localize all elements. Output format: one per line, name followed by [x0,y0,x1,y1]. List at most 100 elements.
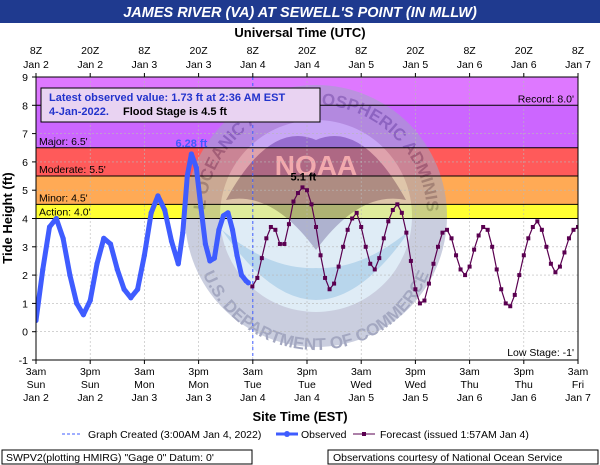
forecast-point [562,250,567,255]
forecast-point [435,244,440,249]
zone-label-record: Record: 8.0' [518,93,574,105]
observed-point [87,297,93,304]
forecast-point [277,241,282,246]
zone-label-major: Major: 6.5' [39,136,88,148]
watermark-wave-icon [222,230,410,300]
forecast-point [426,281,431,286]
bottom-tick-time: 3pm [514,366,535,378]
forecast-point [345,227,350,232]
observed-point [114,266,120,273]
bottom-tick-day: Sun [81,379,100,391]
forecast-point [264,236,269,241]
forecast-point [503,301,508,306]
bottom-tick-day: Wed [405,379,427,391]
bottom-tick-date: Jan 5 [403,392,429,404]
bottom-tick-time: 3am [243,366,264,378]
observed-point [101,235,107,241]
forecast-point [526,236,531,241]
forecast-point [314,224,319,229]
forecast-point [377,256,382,261]
forecast-point [499,287,504,292]
bottom-tick-date: Jan 7 [565,392,591,404]
observed-point [202,241,208,247]
forecast-point [458,267,463,272]
y-tick-label: 6 [22,157,28,169]
forecast-point [372,267,377,272]
bottom-tick-date: Jan 6 [511,392,537,404]
bottom-tick-day: Wed [350,379,372,391]
zone-label-action: Action: 4.0' [39,207,91,219]
bottom-tick-day: Mon [134,379,155,391]
bottom-tick-date: Jan 5 [348,392,374,404]
bottom-tick-time: 3pm [297,366,318,378]
forecast-point [517,273,522,278]
forecast-point [390,208,395,213]
bottom-tick-time: 3am [134,366,155,378]
bottom-tick-day: Thu [461,379,479,391]
observed-point [216,227,222,233]
observed-point [94,261,100,267]
bottom-tick-date: Jan 3 [132,392,158,404]
bottom-tick-date: Jan 4 [240,392,266,404]
bottom-tick-day: Tue [244,379,262,391]
footer-right-box [327,449,599,465]
top-tick-time: 8Z [138,45,151,57]
top-tick-time: 20Z [81,45,100,57]
observed-point [155,193,161,199]
forecast-point [431,261,436,266]
observed-point [67,272,73,278]
top-tick-date: Jan 6 [511,59,537,71]
top-tick-time: 20Z [298,45,317,57]
legend-forecast-marker [362,432,366,436]
top-tick-date: Jan 3 [186,59,212,71]
bottom-tick-date: Jan 4 [294,392,320,404]
observed-point [168,238,175,244]
forecast-point [255,275,260,280]
forecast-point [295,191,300,196]
forecast-point [571,227,576,232]
top-tick-time: 20Z [190,45,209,57]
peak-labels: 6.28 ft 5.1 ft [175,138,316,183]
y-tick-label: -1 [19,355,28,367]
forecast-point [336,264,341,269]
forecast-point [476,233,481,238]
forecast-point [467,264,472,269]
peak-label-observed: 6.28 ft [175,138,207,150]
forecast-point [309,202,314,207]
forecast-point [440,230,445,235]
y-axis-ticks: -1 0 1 2 3 4 5 6 7 8 9 [19,72,36,367]
forecast-point [566,236,571,241]
observed-point [180,230,186,236]
observed-point [141,252,147,258]
forecast-point [449,236,454,241]
observed-point [74,300,80,306]
observed-point [193,164,199,171]
forecast-point [508,304,513,309]
y-axis-title: Tide Height (ft) [0,172,15,263]
y-tick-label: 2 [22,270,28,282]
forecast-point [341,244,346,249]
bottom-tick-date: Jan 2 [23,392,49,404]
forecast-point [544,244,549,249]
top-tick-time: 20Z [515,45,534,57]
y-tick-label: 4 [22,214,28,226]
forecast-point [368,261,373,266]
top-axis-title: Universal Time (UTC) [234,25,365,40]
forecast-point [323,275,328,280]
top-tick-date: Jan 5 [348,59,374,71]
forecast-point [350,216,355,221]
top-tick-time: 20Z [406,45,425,57]
forecast-point [282,241,287,246]
observed-point [46,224,53,230]
observed-point [80,312,87,318]
forecast-point [512,292,517,297]
forecast-point [530,224,535,229]
forecast-point [327,287,332,292]
y-tick-label: 7 [22,129,28,141]
top-tick-time: 8Z [572,45,585,57]
zone-label-minor: Minor: 4.5' [39,192,88,204]
y-tick-label: 5 [22,185,28,197]
forecast-point [399,210,404,215]
bottom-tick-day: Sun [27,379,46,391]
